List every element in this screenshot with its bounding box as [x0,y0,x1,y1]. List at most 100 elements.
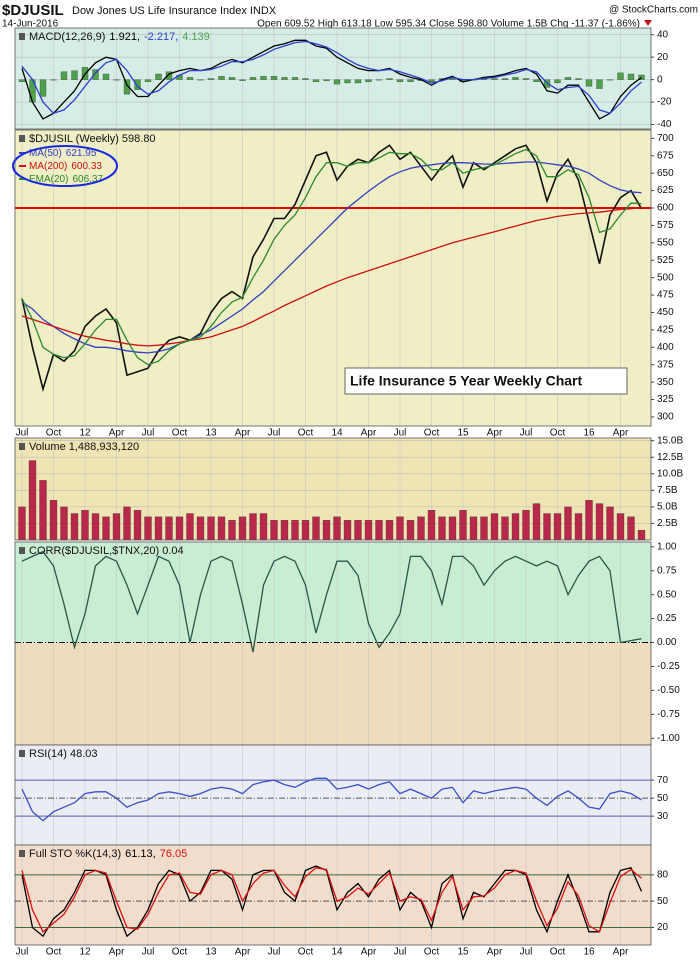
legend-name: MA(200) [29,161,67,172]
bar [197,79,204,81]
bar [302,78,309,80]
panel-label: Volume 1,488,933,120 [29,441,139,453]
x-tick-label: Apr [109,428,125,439]
x-tick-label: Jul [268,947,281,958]
bar [165,516,173,541]
annotation: Life Insurance 5 Year Weekly Chart [350,373,582,389]
bar [386,78,393,80]
x-tick-label: Apr [109,947,125,958]
bar [448,516,457,541]
bar [18,506,26,541]
bar [522,510,530,541]
legend-entry: EMA(20) 606.37 [29,174,103,185]
legend-value: 606.37 [72,174,103,185]
legend-value: 600.33 [71,161,102,172]
bar [406,519,415,541]
x-tick-label: Jul [520,428,533,439]
bar [532,503,541,541]
y-tick-label: 575 [657,220,674,231]
x-tick-label: Jul [394,428,407,439]
source: @ StockCharts.com [609,5,698,16]
y-tick-label: 675 [657,150,674,161]
bar [564,77,572,80]
y-tick-label: 0 [657,74,663,85]
bar [249,77,257,80]
panel-label-text: MACD(12,26,9) [29,31,105,43]
bar [270,519,278,541]
x-tick-label: 14 [331,947,343,958]
series-line [21,207,642,347]
bar [39,79,47,97]
bar [616,513,625,541]
y-tick-label: 15.0B [657,435,683,446]
bar [228,519,236,541]
y-tick-label: 20 [657,922,669,933]
bar [92,69,99,80]
bar [585,79,593,87]
bar [134,79,141,90]
bar [228,77,236,80]
y-tick-label: 0.25 [657,613,677,624]
series-line [21,865,643,938]
bar [501,516,509,541]
x-tick-label: Oct [172,947,188,958]
x-tick-label: 16 [583,947,595,958]
x-tick-label: Jul [16,947,29,958]
bar [501,78,509,80]
x-tick-label: 13 [205,428,217,439]
y-tick-label: 300 [657,412,674,423]
bar [543,513,551,541]
panel-label-text: Full STO %K(14,3) [29,848,121,860]
x-tick-label: Oct [424,947,440,958]
y-tick-label: -0.25 [657,661,680,672]
bar [606,79,614,81]
series-line [21,144,643,393]
bar [49,500,58,541]
x-tick-label: Jul [142,947,155,958]
bar [301,519,310,541]
bar [617,72,624,80]
y-tick-label: 0.00 [657,637,677,648]
last-value: 4.139 [182,31,210,43]
x-tick-label: Apr [613,947,629,958]
bar [333,79,341,85]
bar [249,513,257,541]
bar [217,516,226,541]
bar [490,513,499,541]
panel-label: CORR($DJUSIL,$TNX,20) 0.04 [29,545,184,557]
bar [343,519,352,541]
y-tick-label: 425 [657,325,674,336]
x-tick-label: 14 [331,428,343,439]
bar [491,78,498,80]
panel-label: $DJUSIL (Weekly) 598.80 [29,133,156,145]
bar [627,73,635,80]
legend-entry: MA(200) 600.33 [29,161,102,172]
index-name: Dow Jones US Life Insurance Index INDX [72,5,277,17]
bar [554,79,561,84]
y-tick-label: 475 [657,290,674,301]
bar [165,71,173,80]
bar [427,510,436,541]
label-icon [19,443,25,450]
legend-value: 621.95 [66,148,97,159]
bar [291,77,299,80]
bar [396,79,404,83]
x-tick-label: Oct [550,947,566,958]
y-tick-label: 625 [657,185,674,196]
bar [469,516,478,541]
label-icon [19,135,25,142]
y-tick-label: 70 [657,775,669,786]
last-value: -2.217, [144,31,178,43]
bar [18,79,26,83]
bar [50,79,57,81]
bar [385,519,394,541]
y-tick-label: -20 [657,97,672,108]
y-tick-label: 500 [657,272,674,283]
bar [375,79,383,81]
bar [564,506,572,541]
date: 14-Jun-2016 [2,19,59,30]
y-tick-label: 400 [657,342,674,353]
legend-name: MA(50) [29,148,62,159]
symbol: $DJUSIL [2,2,64,19]
